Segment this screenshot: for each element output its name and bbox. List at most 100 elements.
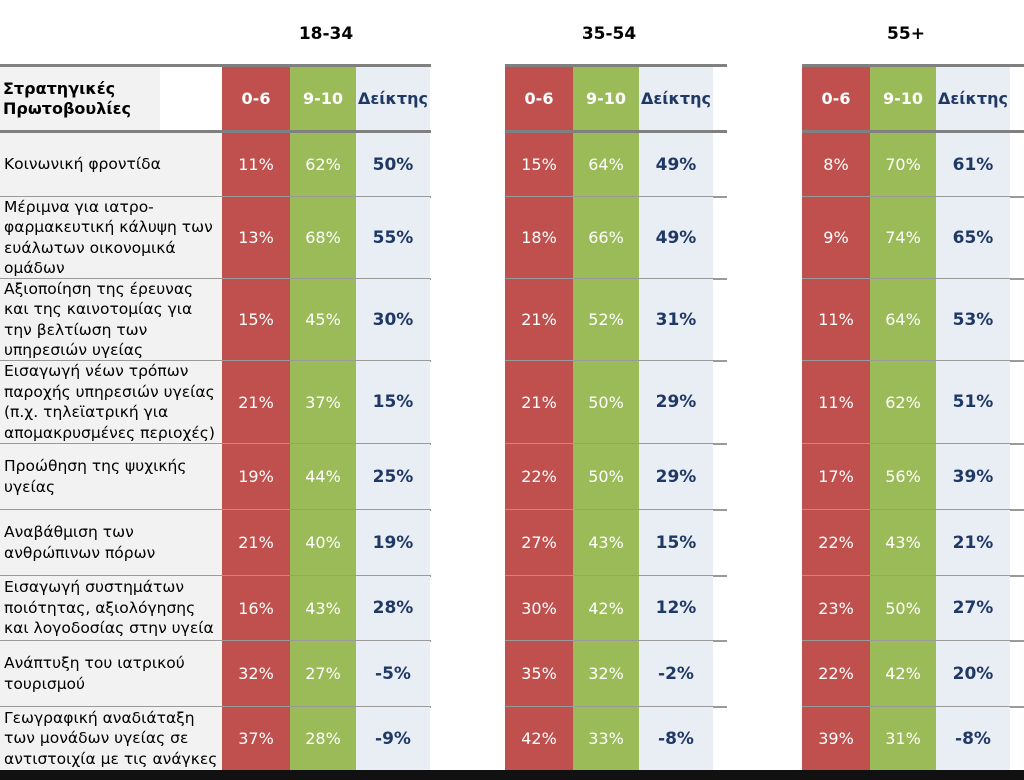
cell-index: 31% xyxy=(639,279,713,360)
row-label: Κοινωνική φροντίδα xyxy=(0,133,222,196)
cell-index: 51% xyxy=(936,361,1010,443)
cell-low: 19% xyxy=(222,444,290,509)
row-label-text: Εισαγωγή συστημάτων ποιότητας, αξιολόγησ… xyxy=(4,578,214,638)
row-label-text: Ανάπτυξη του ιατρικού τουρισμού xyxy=(4,654,185,693)
cell-index: 50% xyxy=(356,133,430,196)
column-header-high: 9-10 xyxy=(573,66,639,131)
cell-high: 28% xyxy=(290,707,356,770)
row-label-text: Εισαγωγή νέων τρόπων παροχής υπηρεσιών υ… xyxy=(4,362,215,442)
cell-low: 21% xyxy=(505,361,573,443)
bottom-edge-bar xyxy=(0,770,1024,780)
cell-index: 55% xyxy=(356,197,430,278)
header-top-rule xyxy=(802,64,1024,67)
cell-high: 27% xyxy=(290,641,356,706)
column-header-high: 9-10 xyxy=(290,66,356,131)
row-label: Εισαγωγή νέων τρόπων παροχής υπηρεσιών υ… xyxy=(0,361,222,443)
cell-index: 21% xyxy=(936,510,1010,575)
cell-high: 31% xyxy=(870,707,936,770)
cell-index: -5% xyxy=(356,641,430,706)
cell-low: 11% xyxy=(802,279,870,360)
header-top-rule xyxy=(0,64,431,67)
cell-high: 43% xyxy=(870,510,936,575)
cell-index: 49% xyxy=(639,133,713,196)
cell-index: 15% xyxy=(356,361,430,443)
cell-high: 43% xyxy=(290,576,356,640)
cell-high: 52% xyxy=(573,279,639,360)
cell-low: 8% xyxy=(802,133,870,196)
cell-high: 56% xyxy=(870,444,936,509)
cell-high: 68% xyxy=(290,197,356,278)
cell-high: 45% xyxy=(290,279,356,360)
cell-index: 29% xyxy=(639,361,713,443)
cell-high: 62% xyxy=(870,361,936,443)
group-heading: 55+ xyxy=(887,24,925,44)
row-label: Προώθηση της ψυχικής υγείας xyxy=(0,444,222,509)
row-label: Αξιοποίηση της έρευνας και της καινοτομί… xyxy=(0,279,222,360)
cell-high: 43% xyxy=(573,510,639,575)
cell-index: 27% xyxy=(936,576,1010,640)
cell-high: 64% xyxy=(870,279,936,360)
row-header-label: Στρατηγικές Πρωτοβουλίες xyxy=(0,66,160,131)
cell-low: 11% xyxy=(802,361,870,443)
cell-high: 44% xyxy=(290,444,356,509)
header-top-rule xyxy=(505,64,727,67)
row-label: Μέριμνα για ιατρο-φαρμακευτική κάλυψη τω… xyxy=(0,197,222,278)
cell-index: -2% xyxy=(639,641,713,706)
row-label-text: Κοινωνική φροντίδα xyxy=(4,155,161,174)
cell-high: 40% xyxy=(290,510,356,575)
cell-index: 20% xyxy=(936,641,1010,706)
cell-index: -9% xyxy=(356,707,430,770)
row-label: Γεωγραφική αναδιάταξη των μονάδων υγείας… xyxy=(0,707,222,770)
header-bottom-rule xyxy=(802,130,1024,133)
cell-high: 50% xyxy=(870,576,936,640)
cell-high: 37% xyxy=(290,361,356,443)
column-header-low: 0-6 xyxy=(505,66,573,131)
cell-high: 70% xyxy=(870,133,936,196)
cell-low: 27% xyxy=(505,510,573,575)
cell-high: 62% xyxy=(290,133,356,196)
cell-high: 42% xyxy=(870,641,936,706)
cell-high: 33% xyxy=(573,707,639,770)
cell-low: 16% xyxy=(222,576,290,640)
cell-index: 30% xyxy=(356,279,430,360)
group-heading: 18-34 xyxy=(298,24,354,44)
cell-index: 15% xyxy=(639,510,713,575)
cell-low: 37% xyxy=(222,707,290,770)
row-label: Ανάπτυξη του ιατρικού τουρισμού xyxy=(0,641,222,706)
cell-low: 15% xyxy=(222,279,290,360)
row-label: Αναβάθμιση των ανθρώπινων πόρων xyxy=(0,510,222,575)
cell-index: 61% xyxy=(936,133,1010,196)
row-label: Εισαγωγή συστημάτων ποιότητας, αξιολόγησ… xyxy=(0,576,222,640)
cell-high: 64% xyxy=(573,133,639,196)
cell-low: 21% xyxy=(222,510,290,575)
header-bottom-rule xyxy=(0,130,431,133)
cell-low: 35% xyxy=(505,641,573,706)
cell-high: 50% xyxy=(573,361,639,443)
row-label-text: Γεωγραφική αναδιάταξη των μονάδων υγείας… xyxy=(4,708,218,768)
cell-low: 11% xyxy=(222,133,290,196)
header-bottom-rule xyxy=(505,130,727,133)
cell-low: 23% xyxy=(802,576,870,640)
row-label-text: Προώθηση της ψυχικής υγείας xyxy=(4,457,187,496)
cell-index: -8% xyxy=(639,707,713,770)
cell-index: 53% xyxy=(936,279,1010,360)
cell-index: 28% xyxy=(356,576,430,640)
column-header-high: 9-10 xyxy=(870,66,936,131)
cell-low: 39% xyxy=(802,707,870,770)
column-header-index: Δείκτης xyxy=(639,66,713,131)
row-label-text: Αξιοποίηση της έρευνας και της καινοτομί… xyxy=(4,279,194,360)
cell-low: 32% xyxy=(222,641,290,706)
cell-index: 25% xyxy=(356,444,430,509)
row-label-text: Αναβάθμιση των ανθρώπινων πόρων xyxy=(4,523,156,562)
cell-low: 22% xyxy=(505,444,573,509)
cell-index: -8% xyxy=(936,707,1010,770)
cell-low: 15% xyxy=(505,133,573,196)
cell-index: 19% xyxy=(356,510,430,575)
cell-low: 22% xyxy=(802,641,870,706)
cell-high: 32% xyxy=(573,641,639,706)
cell-index: 49% xyxy=(639,197,713,278)
cell-low: 9% xyxy=(802,197,870,278)
cell-high: 66% xyxy=(573,197,639,278)
column-header-index: Δείκτης xyxy=(356,66,430,131)
